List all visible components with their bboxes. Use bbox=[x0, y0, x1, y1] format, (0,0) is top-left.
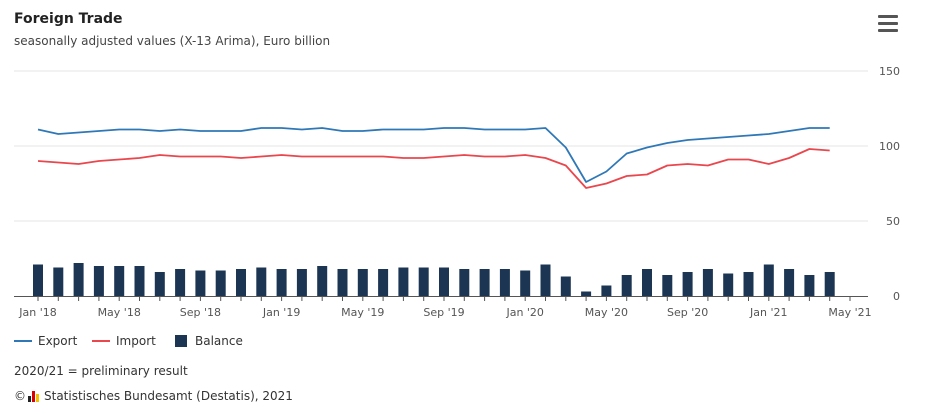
menu-bar bbox=[878, 29, 898, 32]
legend-item-balance[interactable]: Balance bbox=[175, 334, 243, 348]
balance-bar bbox=[418, 267, 429, 296]
legend-item-export[interactable]: Export bbox=[14, 334, 77, 348]
balance-bar bbox=[763, 264, 774, 296]
chart-title: Foreign Trade bbox=[14, 11, 123, 27]
x-tick-label: May '18 bbox=[98, 306, 141, 319]
balance-bar bbox=[520, 270, 531, 296]
balance-bar bbox=[256, 267, 267, 296]
balance-bar bbox=[723, 273, 734, 296]
x-tick-label: May '21 bbox=[828, 306, 871, 319]
balance-bar bbox=[33, 264, 43, 296]
balance-bar bbox=[662, 275, 673, 296]
balance-bar bbox=[317, 266, 328, 296]
destatis-logo-icon bbox=[28, 390, 40, 402]
y-tick-label: 0 bbox=[893, 290, 900, 303]
balance-bar bbox=[581, 291, 592, 296]
export-line bbox=[37, 127, 830, 183]
balance-bar bbox=[824, 272, 835, 296]
source-credit[interactable]: © Statistisches Bundesamt (Destatis), 20… bbox=[14, 389, 293, 403]
trade-chart: 0 50 100 150 Jan '18 May '18 Sep '18 Jan '19 May… bbox=[14, 65, 900, 319]
balance-bar bbox=[93, 266, 104, 296]
y-tick-label: 50 bbox=[886, 215, 900, 228]
balance-bar bbox=[73, 263, 84, 296]
x-tick-label: May '19 bbox=[341, 306, 384, 319]
legend-label-export: Export bbox=[38, 334, 78, 348]
trade-lines bbox=[37, 127, 830, 189]
balance-bar bbox=[439, 267, 449, 296]
balance-bar bbox=[560, 276, 571, 296]
hamburger-menu-icon[interactable] bbox=[878, 15, 898, 33]
preliminary-note: 2020/21 = preliminary result bbox=[14, 364, 188, 378]
balance-bar bbox=[398, 267, 409, 296]
balance-bar bbox=[357, 269, 368, 296]
legend-item-import[interactable]: Import bbox=[92, 334, 156, 348]
balance-bar bbox=[459, 269, 470, 296]
balance-bar bbox=[154, 272, 165, 296]
balance-bar bbox=[642, 269, 652, 296]
chart-subtitle: seasonally adjusted values (X-13 Arima),… bbox=[14, 34, 331, 48]
balance-bar bbox=[540, 264, 551, 296]
balance-bar bbox=[682, 272, 693, 296]
balance-bar bbox=[134, 266, 145, 296]
balance-bar bbox=[479, 269, 490, 296]
x-tick-label: Jan '20 bbox=[505, 306, 543, 319]
legend-swatch-import bbox=[92, 340, 110, 342]
y-tick-label: 150 bbox=[879, 65, 900, 78]
legend-swatch-export bbox=[14, 340, 32, 342]
menu-bar bbox=[878, 15, 898, 18]
axes: 0 50 100 150 Jan '18 May '18 Sep '18 Jan '19 May… bbox=[14, 65, 900, 319]
balance-bar bbox=[215, 270, 226, 296]
balance-bar bbox=[804, 275, 815, 296]
balance-bar bbox=[195, 270, 206, 296]
source-text: Statistisches Bundesamt (Destatis), 2021 bbox=[44, 389, 293, 403]
balance-bar bbox=[784, 269, 795, 296]
grid-lines bbox=[14, 70, 868, 222]
balance-bar bbox=[296, 269, 307, 296]
x-tick-label: Sep '18 bbox=[180, 306, 221, 319]
x-tick-label: May '20 bbox=[585, 306, 628, 319]
balance-bar bbox=[743, 272, 754, 296]
balance-bar bbox=[621, 275, 632, 296]
balance-bar bbox=[337, 269, 348, 296]
import-line bbox=[37, 148, 830, 189]
balance-bar bbox=[114, 266, 125, 296]
x-tick-label: Jan '18 bbox=[18, 306, 56, 319]
balance-bar bbox=[175, 269, 186, 296]
balance-bar bbox=[702, 269, 713, 296]
balance-bar bbox=[499, 269, 510, 296]
copyright-symbol: © bbox=[14, 389, 26, 403]
x-tick-label: Sep '19 bbox=[423, 306, 464, 319]
balance-bar bbox=[601, 285, 612, 296]
balance-bar bbox=[276, 269, 287, 296]
balance-bars bbox=[33, 263, 835, 296]
menu-bar bbox=[878, 22, 898, 25]
balance-bar bbox=[378, 269, 389, 296]
legend-label-import: Import bbox=[116, 334, 156, 348]
y-tick-label: 100 bbox=[879, 140, 900, 153]
x-tick-label: Jan '21 bbox=[749, 306, 787, 319]
balance-bar bbox=[236, 269, 246, 296]
x-tick-label: Jan '19 bbox=[262, 306, 300, 319]
legend-swatch-balance bbox=[175, 335, 187, 347]
x-tick-label: Sep '20 bbox=[667, 306, 708, 319]
balance-bar bbox=[53, 267, 64, 296]
legend-label-balance: Balance bbox=[195, 334, 243, 348]
